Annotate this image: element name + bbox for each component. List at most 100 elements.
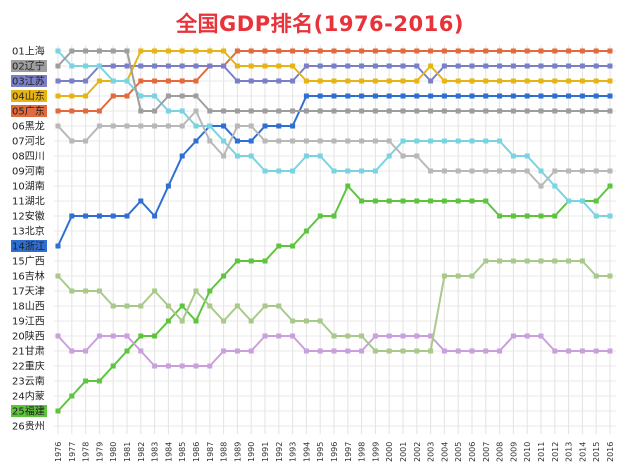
series-point	[248, 63, 254, 69]
series-point	[497, 78, 503, 84]
series-point	[538, 333, 544, 339]
series-point	[345, 348, 351, 354]
series-point	[593, 198, 599, 204]
series-point	[566, 108, 572, 114]
series-point	[400, 108, 406, 114]
series-point	[400, 153, 406, 159]
series-point	[290, 138, 296, 144]
series-point	[400, 333, 406, 339]
series-point	[221, 48, 227, 54]
series-point	[152, 93, 158, 99]
series-point	[607, 348, 613, 354]
row-label-highlight	[11, 405, 47, 417]
series-point	[331, 48, 337, 54]
series-point	[552, 108, 558, 114]
series-point	[276, 78, 282, 84]
series-point	[193, 288, 199, 294]
series-point	[510, 258, 516, 264]
x-tick-label: 1985	[178, 442, 187, 462]
series-point	[179, 153, 185, 159]
series-point	[579, 48, 585, 54]
series-point	[152, 48, 158, 54]
series-point	[55, 93, 61, 99]
series-point	[607, 108, 613, 114]
series-point	[234, 258, 240, 264]
series-point	[593, 348, 599, 354]
row-label-17: 17天津	[12, 286, 45, 298]
series-point	[83, 213, 89, 219]
series-point	[124, 48, 130, 54]
series-point	[497, 348, 503, 354]
series-point	[428, 108, 434, 114]
row-label-8: 08四川	[12, 152, 45, 163]
series-point	[359, 93, 365, 99]
series-point	[579, 258, 585, 264]
series-point	[414, 333, 420, 339]
series-point	[83, 93, 89, 99]
series-point	[290, 243, 296, 249]
series-point	[331, 108, 337, 114]
series-point	[193, 108, 199, 114]
row-label-4: 04山东	[12, 90, 45, 103]
series-point	[193, 138, 199, 144]
series-point	[552, 63, 558, 69]
series-point	[331, 168, 337, 174]
series-point	[607, 48, 613, 54]
series-point	[83, 108, 89, 114]
series-point	[566, 198, 572, 204]
series-point	[55, 273, 61, 279]
series-point	[566, 78, 572, 84]
series-point	[345, 108, 351, 114]
series-point	[207, 63, 213, 69]
series-point	[317, 63, 323, 69]
series-point	[593, 78, 599, 84]
series-point	[262, 108, 268, 114]
x-tick-label: 1983	[151, 442, 160, 462]
series-point	[331, 138, 337, 144]
series-point	[262, 48, 268, 54]
series-point	[441, 168, 447, 174]
series-point	[303, 48, 309, 54]
series-point	[262, 258, 268, 264]
row-label-highlight	[11, 90, 47, 102]
row-label-15: 15广西	[12, 256, 45, 268]
series-point	[193, 318, 199, 324]
series-point	[593, 93, 599, 99]
series-point	[165, 48, 171, 54]
series-point	[566, 93, 572, 99]
x-tick-label: 1988	[220, 442, 229, 462]
series-point	[607, 168, 613, 174]
series-point	[290, 78, 296, 84]
series-point	[152, 363, 158, 369]
series-point	[55, 63, 61, 69]
x-tick-label: 2011	[537, 442, 546, 462]
series-point	[345, 48, 351, 54]
series-point	[303, 78, 309, 84]
series-point	[345, 63, 351, 69]
series-point	[483, 138, 489, 144]
x-tick-label: 1990	[247, 442, 256, 462]
series-point	[290, 168, 296, 174]
series-point	[441, 108, 447, 114]
series-point	[469, 48, 475, 54]
series-point	[414, 198, 420, 204]
x-tick-label: 2002	[413, 442, 422, 462]
series-point	[372, 63, 378, 69]
series-point	[400, 93, 406, 99]
series-point	[165, 93, 171, 99]
series-point	[110, 333, 116, 339]
series-point	[179, 48, 185, 54]
row-label-2: 02辽宁	[12, 60, 45, 73]
series-point	[83, 378, 89, 384]
series-point	[221, 63, 227, 69]
series-point	[345, 78, 351, 84]
x-tick-label: 2013	[565, 442, 574, 462]
series-point	[165, 303, 171, 309]
series-point	[248, 318, 254, 324]
row-label-12: 12安徽	[12, 210, 45, 223]
series-point	[83, 138, 89, 144]
x-tick-label: 1986	[192, 442, 201, 462]
x-tick-label: 2016	[606, 442, 615, 462]
series-point	[483, 108, 489, 114]
